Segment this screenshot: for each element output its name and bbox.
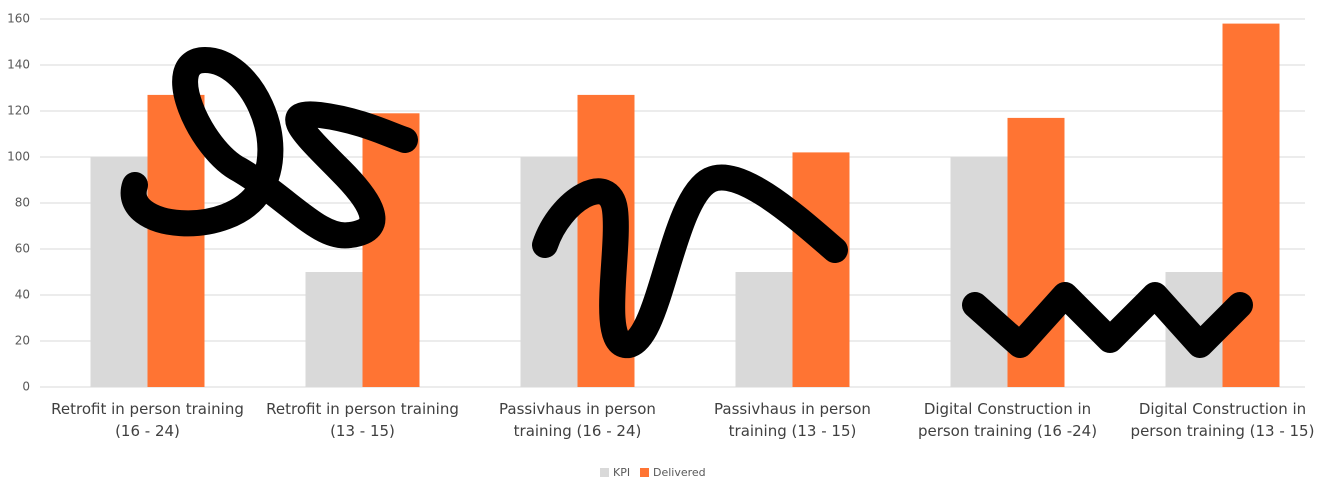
bar <box>306 272 363 387</box>
y-tick-label: 120 <box>7 104 30 118</box>
bar <box>793 152 850 387</box>
bar <box>363 113 420 387</box>
y-tick-label: 60 <box>15 242 30 256</box>
y-tick-label: 80 <box>15 196 30 210</box>
x-tick-label: Passivhaus in person training (16 - 24) <box>471 398 685 442</box>
y-tick-label: 40 <box>15 288 30 302</box>
bar <box>951 157 1008 387</box>
y-tick-label: 0 <box>22 380 30 394</box>
y-tick-label: 20 <box>15 334 30 348</box>
legend-swatch <box>600 468 609 477</box>
x-tick-label: Digital Construction in person training … <box>1116 398 1330 442</box>
legend-label: Delivered <box>653 466 706 479</box>
bar <box>1223 24 1280 387</box>
x-tick-label: Passivhaus in person training (13 - 15) <box>686 398 900 442</box>
y-tick-label: 160 <box>7 12 30 26</box>
x-tick-label: Digital Construction in person training … <box>901 398 1115 442</box>
y-tick-label: 140 <box>7 58 30 72</box>
legend-item: KPI <box>600 466 630 479</box>
x-tick-label: Retrofit in person training (16 - 24) <box>41 398 255 442</box>
legend-swatch <box>640 468 649 477</box>
legend-label: KPI <box>613 466 630 479</box>
legend-item: Delivered <box>640 466 706 479</box>
x-tick-label: Retrofit in person training (13 - 15) <box>256 398 470 442</box>
bar <box>736 272 793 387</box>
y-tick-label: 100 <box>7 150 30 164</box>
chart-page: 0 20 40 60 80 100 120 140 160 Retrofit in person… <box>0 0 1338 479</box>
